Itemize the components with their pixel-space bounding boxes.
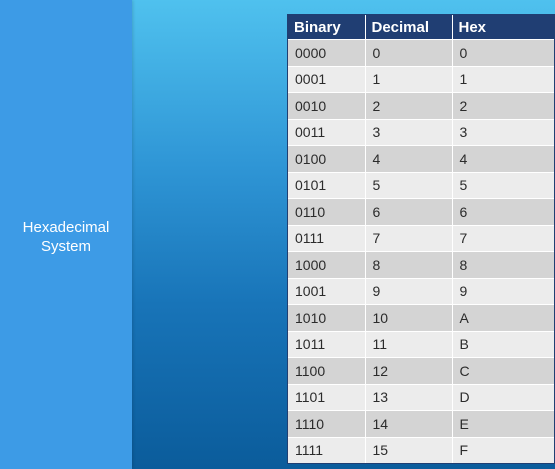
hex-cell: 1 xyxy=(452,65,554,93)
binary-cell: 1110 xyxy=(288,410,366,437)
table-row: 0101 5 5 xyxy=(288,171,554,199)
table-row: 0111 7 7 xyxy=(288,224,554,252)
table-row: 0100 4 4 xyxy=(288,145,554,172)
conversion-table: Binary Decimal Hex 0000 0 0 0001 1 1 0010 2 2 001… xyxy=(287,14,555,464)
binary-cell: 0000 xyxy=(288,39,366,66)
header-hex: Hex xyxy=(452,15,554,40)
binary-cell: 1111 xyxy=(288,436,366,463)
header-decimal: Decimal xyxy=(365,15,453,40)
decimal-cell: 5 xyxy=(365,171,453,199)
table-row: 0011 3 3 xyxy=(288,118,554,146)
table-row: 1010 10 A xyxy=(288,304,554,331)
decimal-cell: 11 xyxy=(365,330,453,358)
table-row: 1011 11 B xyxy=(288,330,554,358)
binary-cell: 0100 xyxy=(288,145,366,172)
decimal-cell: 14 xyxy=(365,410,453,437)
binary-cell: 0111 xyxy=(288,224,366,252)
decimal-cell: 2 xyxy=(365,92,453,119)
binary-cell: 1011 xyxy=(288,330,366,358)
hex-cell: 7 xyxy=(452,224,554,252)
hex-cell: F xyxy=(452,436,554,463)
hex-cell: A xyxy=(452,304,554,331)
decimal-cell: 13 xyxy=(365,383,453,411)
decimal-cell: 15 xyxy=(365,436,453,463)
hex-cell: 6 xyxy=(452,198,554,225)
decimal-cell: 7 xyxy=(365,224,453,252)
header-row: Binary Decimal Hex xyxy=(288,15,554,40)
binary-cell: 0001 xyxy=(288,65,366,93)
decimal-cell: 9 xyxy=(365,277,453,305)
table-row: 1100 12 C xyxy=(288,357,554,384)
binary-cell: 0101 xyxy=(288,171,366,199)
binary-cell: 1000 xyxy=(288,251,366,278)
hex-cell: D xyxy=(452,383,554,411)
table-row: 0110 6 6 xyxy=(288,198,554,225)
table-row: 0001 1 1 xyxy=(288,65,554,93)
binary-cell: 0011 xyxy=(288,118,366,146)
hex-cell: 2 xyxy=(452,92,554,119)
binary-cell: 0010 xyxy=(288,92,366,119)
hex-cell: 0 xyxy=(452,39,554,66)
decimal-cell: 6 xyxy=(365,198,453,225)
hex-cell: B xyxy=(452,330,554,358)
table-row: 1000 8 8 xyxy=(288,251,554,278)
binary-cell: 1010 xyxy=(288,304,366,331)
binary-cell: 1100 xyxy=(288,357,366,384)
binary-cell: 1001 xyxy=(288,277,366,305)
decimal-cell: 4 xyxy=(365,145,453,172)
table-body: 0000 0 0 0001 1 1 0010 2 2 0011 3 3 0100 4 4 0101 5 5 0110… xyxy=(288,39,554,463)
header-binary: Binary xyxy=(288,15,366,40)
table-row: 1111 15 F xyxy=(288,436,554,463)
decimal-cell: 8 xyxy=(365,251,453,278)
hex-cell: C xyxy=(452,357,554,384)
table-row: 0010 2 2 xyxy=(288,92,554,119)
slide-title-line-1: Hexadecimal xyxy=(22,219,110,236)
decimal-cell: 12 xyxy=(365,357,453,384)
slide-title-line-2: System xyxy=(40,238,91,255)
hex-cell: 4 xyxy=(452,145,554,172)
hex-cell: E xyxy=(452,410,554,437)
table-row: 1001 9 9 xyxy=(288,277,554,305)
hex-cell: 9 xyxy=(452,277,554,305)
hex-cell: 8 xyxy=(452,251,554,278)
binary-cell: 0110 xyxy=(288,198,366,225)
decimal-cell: 10 xyxy=(365,304,453,331)
table-row: 1110 14 E xyxy=(288,410,554,437)
decimal-cell: 0 xyxy=(365,39,453,66)
binary-cell: 1101 xyxy=(288,383,366,411)
decimal-cell: 1 xyxy=(365,65,453,93)
slide-title: Hexadecimal System xyxy=(0,218,132,256)
table-row: 0000 0 0 xyxy=(288,39,554,66)
table-row: 1101 13 D xyxy=(288,383,554,411)
decimal-cell: 3 xyxy=(365,118,453,146)
binary-decimal-hex-table: Binary Decimal Hex 0000 0 0 0001 1 1 0010 2 2 001… xyxy=(288,15,554,463)
hex-cell: 5 xyxy=(452,171,554,199)
hex-cell: 3 xyxy=(452,118,554,146)
side-panel: Hexadecimal System xyxy=(0,0,132,469)
